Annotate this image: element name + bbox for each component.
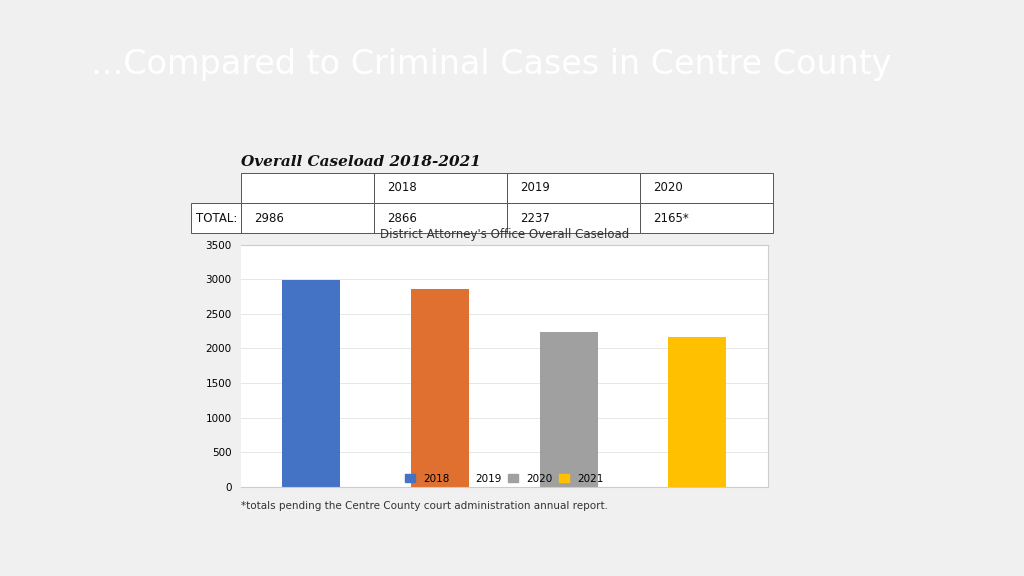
Bar xyxy=(669,337,726,487)
Bar xyxy=(540,332,598,487)
Bar xyxy=(411,289,469,487)
Title: District Attorney's Office Overall Caseload: District Attorney's Office Overall Casel… xyxy=(380,228,629,241)
Bar xyxy=(283,281,340,487)
Text: ...Compared to Criminal Cases in Centre County: ...Compared to Criminal Cases in Centre … xyxy=(91,48,892,81)
Text: Overall Caseload 2018-2021: Overall Caseload 2018-2021 xyxy=(241,155,480,169)
Legend: 2018, 2019, 2020, 2021: 2018, 2019, 2020, 2021 xyxy=(404,474,604,484)
Text: *totals pending the Centre County court administration annual report.: *totals pending the Centre County court … xyxy=(241,501,607,511)
